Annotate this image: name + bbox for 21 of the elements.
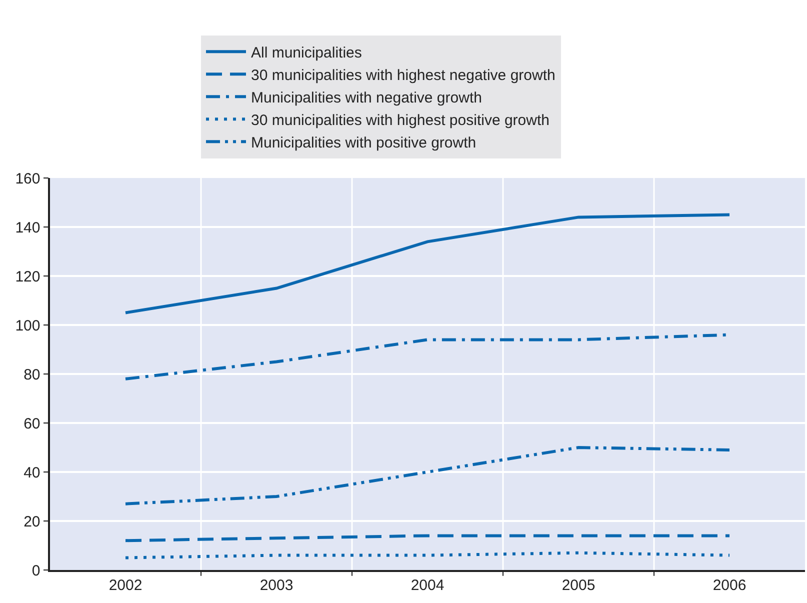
x-tick-label: 2003	[260, 576, 294, 594]
line-series	[124, 446, 731, 506]
legend-label: Municipalities with negative growth	[251, 90, 482, 106]
legend-label: All municipalities	[251, 44, 362, 62]
legend-label: 30 municipalities with highest positive growth	[251, 112, 550, 129]
y-tick-label: 20	[24, 513, 40, 530]
y-tick-label: 140	[15, 219, 40, 236]
x-tick-label: 2005	[562, 576, 596, 594]
y-tick-label: 160	[15, 170, 40, 188]
legend-label: 30 municipalities with highest negative growth	[251, 67, 556, 84]
y-tick-label: 40	[24, 464, 40, 482]
line-series	[124, 213, 731, 314]
y-tick-label: 100	[15, 317, 40, 334]
y-tick-label: 0	[32, 562, 40, 580]
y-tick-label: 120	[15, 268, 40, 286]
legend-label: Municipalities with positive growth	[251, 134, 476, 152]
x-tick-label: 2006	[712, 576, 746, 594]
y-tick-label: 60	[24, 415, 40, 432]
x-tick-label: 2002	[108, 576, 142, 594]
x-tick-label: 2004	[410, 576, 444, 594]
y-tick-label: 80	[24, 366, 40, 384]
